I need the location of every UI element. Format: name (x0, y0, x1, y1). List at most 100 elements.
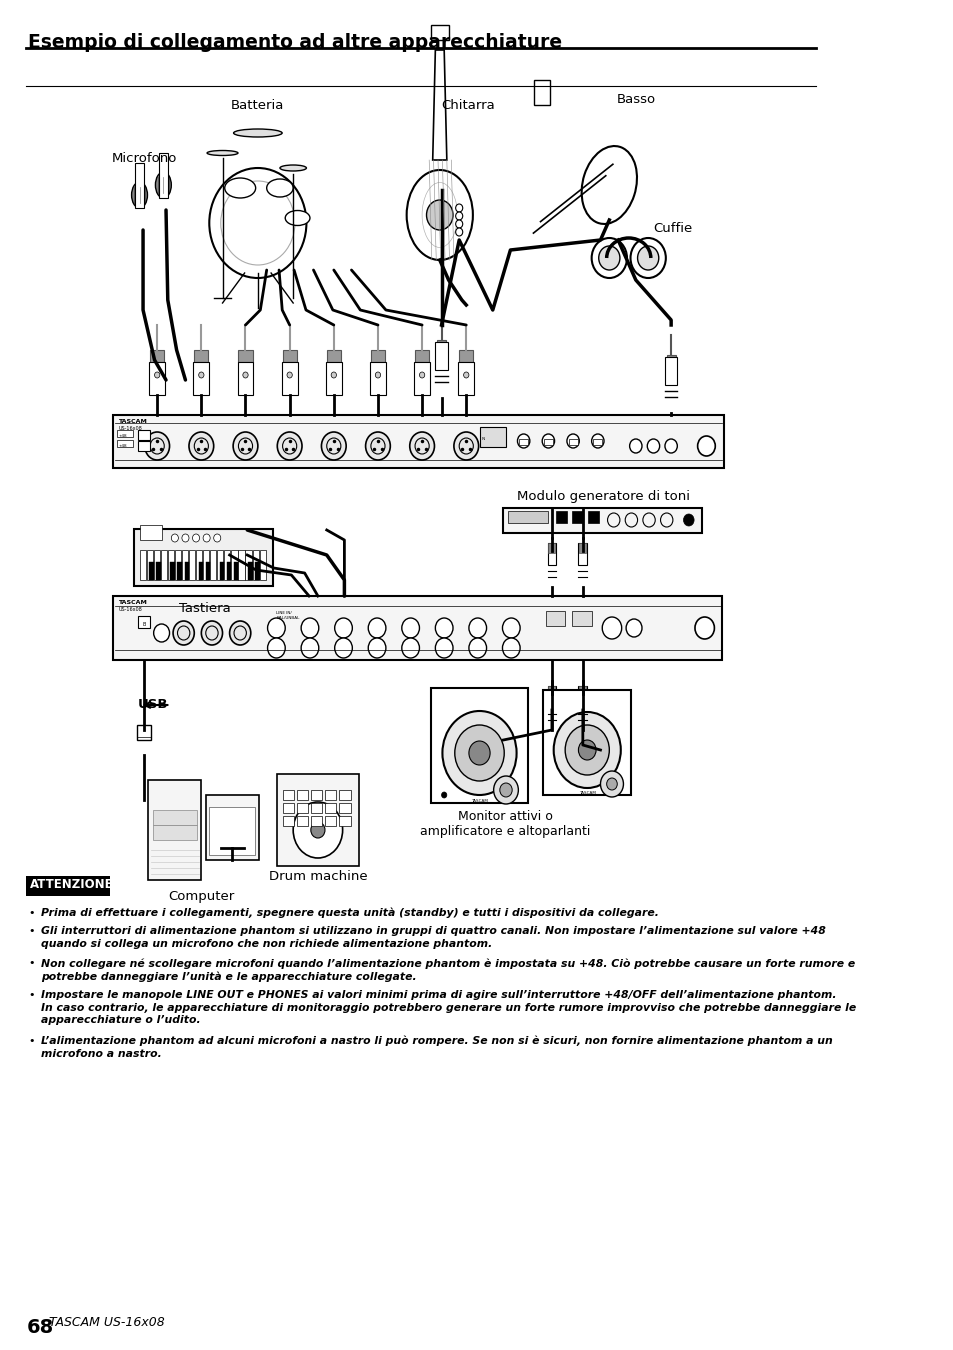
Text: Drum machine: Drum machine (269, 869, 367, 883)
Circle shape (456, 220, 462, 228)
Circle shape (209, 167, 306, 278)
FancyBboxPatch shape (112, 595, 721, 660)
Circle shape (442, 711, 517, 795)
Text: +48: +48 (118, 433, 127, 437)
FancyBboxPatch shape (338, 815, 350, 826)
FancyBboxPatch shape (153, 549, 160, 580)
FancyBboxPatch shape (224, 549, 231, 580)
Text: Tastiera: Tastiera (179, 602, 231, 616)
FancyBboxPatch shape (311, 815, 322, 826)
Circle shape (435, 618, 453, 639)
Circle shape (365, 432, 390, 460)
FancyBboxPatch shape (195, 549, 202, 580)
Circle shape (469, 618, 486, 639)
Circle shape (311, 822, 325, 838)
FancyBboxPatch shape (160, 549, 167, 580)
FancyBboxPatch shape (548, 686, 555, 697)
FancyBboxPatch shape (152, 810, 196, 825)
FancyBboxPatch shape (149, 362, 165, 396)
FancyBboxPatch shape (117, 440, 133, 447)
Circle shape (598, 246, 619, 270)
FancyBboxPatch shape (259, 549, 266, 580)
FancyBboxPatch shape (543, 439, 552, 446)
FancyBboxPatch shape (227, 562, 232, 580)
FancyBboxPatch shape (112, 414, 723, 468)
Ellipse shape (132, 182, 148, 208)
Circle shape (203, 535, 210, 541)
Circle shape (189, 432, 213, 460)
Circle shape (629, 439, 641, 454)
Circle shape (455, 725, 504, 782)
Circle shape (606, 778, 617, 790)
FancyBboxPatch shape (134, 529, 273, 586)
Circle shape (456, 228, 462, 236)
FancyBboxPatch shape (193, 362, 209, 396)
FancyBboxPatch shape (518, 439, 528, 446)
Circle shape (335, 618, 352, 639)
Circle shape (591, 433, 603, 448)
FancyBboxPatch shape (326, 362, 341, 396)
FancyBboxPatch shape (370, 362, 386, 396)
FancyBboxPatch shape (556, 512, 566, 522)
FancyBboxPatch shape (547, 686, 556, 707)
Text: Modulo generatore di toni: Modulo generatore di toni (517, 490, 689, 504)
Circle shape (201, 621, 222, 645)
Text: TASCAM: TASCAM (578, 791, 595, 795)
Circle shape (154, 373, 160, 378)
Circle shape (243, 373, 248, 378)
Circle shape (375, 373, 380, 378)
Circle shape (401, 639, 419, 657)
Circle shape (456, 204, 462, 212)
FancyBboxPatch shape (325, 790, 336, 801)
Circle shape (493, 776, 517, 805)
FancyBboxPatch shape (168, 549, 173, 580)
FancyBboxPatch shape (311, 790, 322, 801)
Circle shape (230, 621, 251, 645)
FancyBboxPatch shape (542, 690, 631, 795)
FancyBboxPatch shape (296, 815, 308, 826)
Circle shape (182, 535, 189, 541)
FancyBboxPatch shape (479, 427, 505, 447)
Circle shape (368, 618, 386, 639)
Text: •: • (29, 958, 34, 968)
Text: TASCAM US-16x08: TASCAM US-16x08 (49, 1316, 164, 1328)
Ellipse shape (279, 165, 306, 171)
FancyBboxPatch shape (436, 340, 445, 348)
FancyBboxPatch shape (253, 549, 258, 580)
Circle shape (499, 783, 512, 796)
FancyBboxPatch shape (587, 512, 598, 522)
Circle shape (553, 711, 620, 788)
Text: +48: +48 (118, 444, 127, 448)
FancyBboxPatch shape (457, 362, 474, 396)
Text: Computer: Computer (168, 890, 234, 903)
Circle shape (664, 439, 677, 454)
Circle shape (287, 373, 292, 378)
Circle shape (267, 639, 285, 657)
FancyBboxPatch shape (219, 562, 224, 580)
FancyBboxPatch shape (325, 803, 336, 813)
Text: Prima di effettuare i collegamenti, spegnere questa unità (standby) e tutti i di: Prima di effettuare i collegamenti, speg… (41, 909, 658, 918)
FancyBboxPatch shape (282, 350, 296, 362)
Circle shape (463, 373, 469, 378)
Text: •: • (29, 991, 34, 1000)
Circle shape (172, 621, 194, 645)
Text: USB: USB (137, 698, 168, 711)
FancyBboxPatch shape (217, 549, 223, 580)
FancyBboxPatch shape (578, 543, 586, 554)
FancyBboxPatch shape (371, 350, 385, 362)
FancyBboxPatch shape (203, 549, 209, 580)
Circle shape (564, 725, 609, 775)
Text: Cuffie: Cuffie (653, 221, 692, 235)
Text: B: B (142, 622, 146, 626)
Circle shape (441, 792, 446, 798)
Ellipse shape (155, 171, 172, 198)
FancyBboxPatch shape (182, 549, 188, 580)
FancyBboxPatch shape (137, 431, 150, 440)
Ellipse shape (233, 130, 282, 136)
FancyBboxPatch shape (435, 342, 447, 370)
Text: ATTENZIONE: ATTENZIONE (30, 878, 113, 891)
Circle shape (502, 618, 519, 639)
Text: 68: 68 (27, 1318, 53, 1336)
FancyBboxPatch shape (156, 562, 160, 580)
FancyBboxPatch shape (135, 163, 144, 208)
